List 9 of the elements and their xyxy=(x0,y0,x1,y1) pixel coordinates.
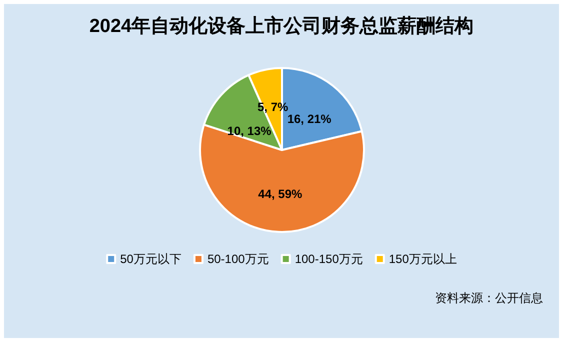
legend-label: 50万元以下 xyxy=(120,252,182,266)
legend-label: 100-150万元 xyxy=(294,252,363,266)
chart-title: 2024年自动化设备上市公司财务总监薪酬结构 xyxy=(89,15,474,37)
data-label: 16, 21% xyxy=(287,112,332,126)
data-label: 10, 13% xyxy=(227,124,272,138)
data-label: 44, 59% xyxy=(258,186,302,201)
text: 资料来源：公开信息 xyxy=(435,291,543,305)
legend-label: 150万元以上 xyxy=(388,252,457,266)
legend-label: 50-100万元 xyxy=(207,252,269,266)
